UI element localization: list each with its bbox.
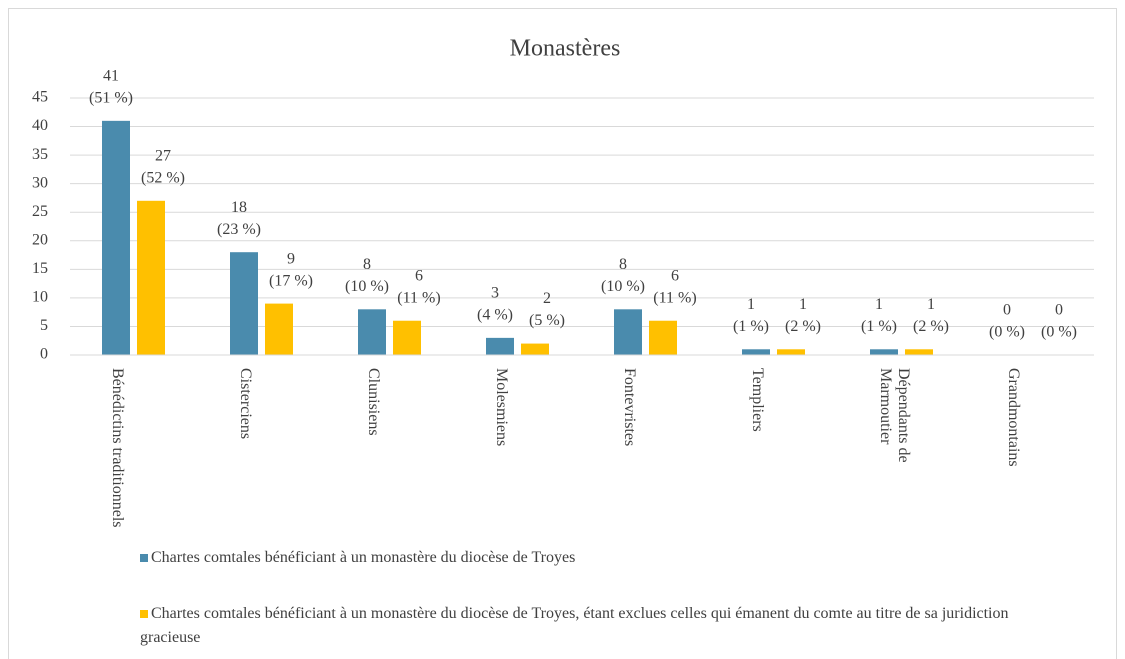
bar — [137, 200, 165, 355]
data-label: 18 — [231, 199, 247, 216]
data-label: 27 — [155, 147, 171, 164]
y-tick-label: 10 — [32, 289, 48, 306]
data-label: (10 %) — [345, 278, 389, 295]
y-tick-label: 20 — [32, 231, 48, 248]
data-label: (10 %) — [601, 278, 645, 295]
data-label: 8 — [619, 256, 627, 273]
data-label: 6 — [671, 267, 679, 284]
data-label: (23 %) — [217, 221, 261, 238]
y-tick-label: 40 — [32, 117, 48, 134]
chart-title: Monastères — [510, 36, 621, 62]
data-label: (4 %) — [477, 307, 513, 324]
legend-swatch — [140, 610, 148, 618]
x-tick-label: Molesmiens — [493, 368, 510, 447]
bar — [870, 349, 898, 355]
bar — [614, 309, 642, 355]
legend-label: Chartes comtales bénéficiant à un monast… — [151, 549, 576, 566]
legend-swatch — [140, 554, 148, 562]
y-tick-label: 15 — [32, 260, 48, 277]
x-tick-label: Templiers — [749, 368, 766, 432]
chart-border — [8, 8, 1117, 659]
y-tick-label: 35 — [32, 146, 48, 163]
x-tick-label: Grandmontains — [1005, 368, 1022, 467]
bar — [777, 349, 805, 355]
legend-label: Chartes comtales bénéficiant à un monast… — [140, 605, 1009, 646]
bar — [102, 120, 130, 355]
data-label: (5 %) — [529, 312, 565, 329]
data-label: 9 — [287, 250, 295, 267]
x-tick-label: Cisterciens — [237, 368, 254, 440]
data-label: 1 — [927, 296, 935, 313]
x-tick-label: Dépendants de Marmoutier — [877, 368, 912, 463]
data-label: (11 %) — [397, 289, 440, 306]
data-label: 41 — [103, 68, 119, 85]
data-label: (52 %) — [141, 169, 185, 186]
bar — [521, 343, 549, 355]
legend-entry: Chartes comtales bénéficiant à un monast… — [140, 602, 1040, 650]
data-label: (1 %) — [733, 318, 769, 335]
data-label: 3 — [491, 285, 499, 302]
bar — [265, 303, 293, 355]
x-tick-label: Fontevristes — [621, 368, 638, 447]
data-label: (51 %) — [89, 90, 133, 107]
data-label: (1 %) — [861, 318, 897, 335]
data-label: 0 — [1003, 302, 1011, 319]
data-label: 0 — [1055, 302, 1063, 319]
data-label: 1 — [875, 296, 883, 313]
x-tick-label: Clunisiens — [365, 368, 382, 436]
data-label: (17 %) — [269, 272, 313, 289]
bar — [649, 320, 677, 355]
y-tick-label: 25 — [32, 203, 48, 220]
y-tick-label: 0 — [40, 346, 48, 363]
data-label: 1 — [747, 296, 755, 313]
bar — [230, 252, 258, 355]
data-label: (0 %) — [989, 324, 1025, 341]
bar — [905, 349, 933, 355]
data-label: 2 — [543, 290, 551, 307]
data-label: (2 %) — [913, 318, 949, 335]
data-label: (2 %) — [785, 318, 821, 335]
bar — [486, 337, 514, 355]
bar — [393, 320, 421, 355]
data-label: 1 — [799, 296, 807, 313]
data-label: (0 %) — [1041, 324, 1077, 341]
bar — [742, 349, 770, 355]
data-label: 8 — [363, 256, 371, 273]
x-tick-label: Bénédictins traditionnels — [109, 368, 126, 528]
data-label: (11 %) — [653, 289, 696, 306]
bar — [358, 309, 386, 355]
y-tick-label: 5 — [40, 317, 48, 334]
data-label: 6 — [415, 267, 423, 284]
legend-entry: Chartes comtales bénéficiant à un monast… — [140, 546, 1040, 570]
y-tick-label: 45 — [32, 89, 48, 106]
y-tick-label: 30 — [32, 174, 48, 191]
